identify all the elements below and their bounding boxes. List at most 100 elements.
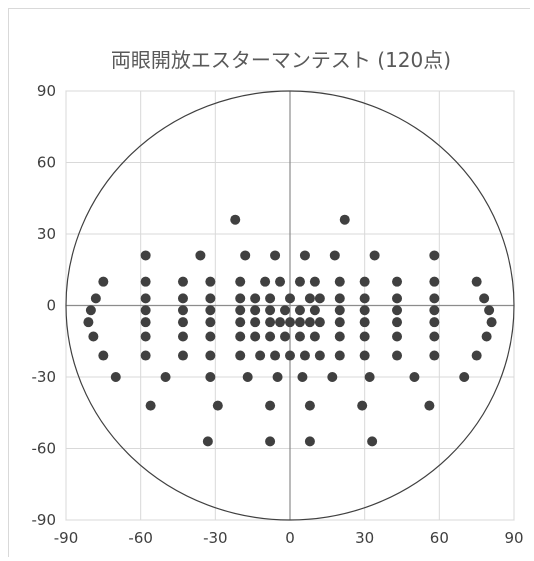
data-point xyxy=(205,372,216,382)
data-point xyxy=(299,250,310,261)
data-point xyxy=(429,250,440,261)
data-point xyxy=(334,305,345,316)
x-tick-label: 90 xyxy=(504,529,523,547)
x-tick-label: 0 xyxy=(285,529,295,547)
data-point xyxy=(429,350,440,361)
data-point xyxy=(260,276,271,287)
data-point xyxy=(294,276,305,287)
y-tick-label: 90 xyxy=(37,82,56,100)
data-point xyxy=(304,293,315,304)
data-point xyxy=(250,317,261,328)
data-point xyxy=(250,305,261,316)
data-point xyxy=(294,331,305,342)
data-point xyxy=(98,350,109,361)
y-tick-label: -90 xyxy=(32,511,57,529)
data-point xyxy=(304,400,315,411)
chart-frame: 両眼開放エスターマンテスト (120点) -90 -60 -30 0 30 60 90 90 6… xyxy=(8,8,530,557)
data-point xyxy=(195,250,206,261)
data-point xyxy=(314,317,325,328)
scatter-chart: 両眼開放エスターマンテスト (120点) -90 -60 -30 0 30 60 90 90 6… xyxy=(32,48,524,547)
data-point xyxy=(309,276,320,287)
data-point xyxy=(230,214,241,225)
data-point xyxy=(364,372,375,382)
data-point xyxy=(205,276,216,287)
data-point xyxy=(294,305,305,316)
data-point xyxy=(255,350,266,361)
data-point xyxy=(294,317,305,328)
data-point xyxy=(235,276,246,287)
data-point xyxy=(329,250,340,261)
data-point xyxy=(359,317,370,328)
data-point xyxy=(471,350,482,361)
data-point xyxy=(265,400,276,411)
data-point xyxy=(314,293,325,304)
data-point xyxy=(88,331,99,342)
data-point xyxy=(140,350,151,361)
data-point xyxy=(359,293,370,304)
data-point xyxy=(83,317,94,328)
data-point xyxy=(359,276,370,287)
data-points-layer xyxy=(83,214,497,447)
data-point xyxy=(459,372,470,382)
data-point xyxy=(392,305,403,316)
data-point xyxy=(140,276,151,287)
y-tick-label: -60 xyxy=(32,440,57,458)
data-point xyxy=(265,317,276,328)
data-point xyxy=(392,317,403,328)
data-point xyxy=(270,250,281,261)
data-point xyxy=(177,350,188,361)
data-point xyxy=(240,250,251,261)
data-point xyxy=(471,276,482,287)
data-point xyxy=(265,436,276,447)
x-tick-label: -30 xyxy=(203,529,228,547)
data-point xyxy=(357,400,368,411)
tick-labels-layer: -90 -60 -30 0 30 60 90 90 60 30 0 -30 -60 -90 xyxy=(32,82,524,547)
data-point xyxy=(367,436,378,447)
x-tick-label: 60 xyxy=(430,529,449,547)
data-point xyxy=(235,317,246,328)
data-point xyxy=(85,305,96,316)
x-tick-label: -90 xyxy=(54,529,79,547)
data-point xyxy=(429,293,440,304)
data-point xyxy=(484,305,495,316)
data-point xyxy=(285,293,295,304)
data-point xyxy=(177,317,188,328)
data-point xyxy=(145,400,156,411)
data-point xyxy=(409,372,420,382)
data-point xyxy=(334,331,345,342)
data-point xyxy=(265,293,276,304)
data-point xyxy=(205,305,216,316)
data-point xyxy=(177,305,188,316)
data-point xyxy=(429,276,440,287)
data-point xyxy=(359,350,370,361)
data-point xyxy=(334,276,345,287)
data-point xyxy=(242,372,253,382)
data-point xyxy=(235,305,246,316)
y-tick-label: 60 xyxy=(37,154,56,172)
data-point xyxy=(339,214,350,225)
data-point xyxy=(280,331,291,342)
data-point xyxy=(359,305,370,316)
data-point xyxy=(250,331,261,342)
data-point xyxy=(309,305,320,316)
x-tick-label: -60 xyxy=(128,529,153,547)
data-point xyxy=(392,331,403,342)
data-point xyxy=(140,293,151,304)
data-point xyxy=(486,317,497,328)
y-tick-label: 30 xyxy=(37,225,56,243)
data-point xyxy=(177,276,188,287)
data-point xyxy=(110,372,121,382)
data-point xyxy=(272,372,283,382)
data-point xyxy=(98,276,109,287)
data-point xyxy=(140,331,151,342)
data-point xyxy=(205,293,216,304)
data-point xyxy=(299,350,310,361)
data-point xyxy=(275,317,286,328)
data-point xyxy=(270,350,281,361)
data-point xyxy=(424,400,435,411)
data-point xyxy=(140,305,151,316)
axis-layer xyxy=(66,91,514,520)
data-point xyxy=(327,372,338,382)
data-point xyxy=(314,350,325,361)
x-tick-label: 30 xyxy=(355,529,374,547)
